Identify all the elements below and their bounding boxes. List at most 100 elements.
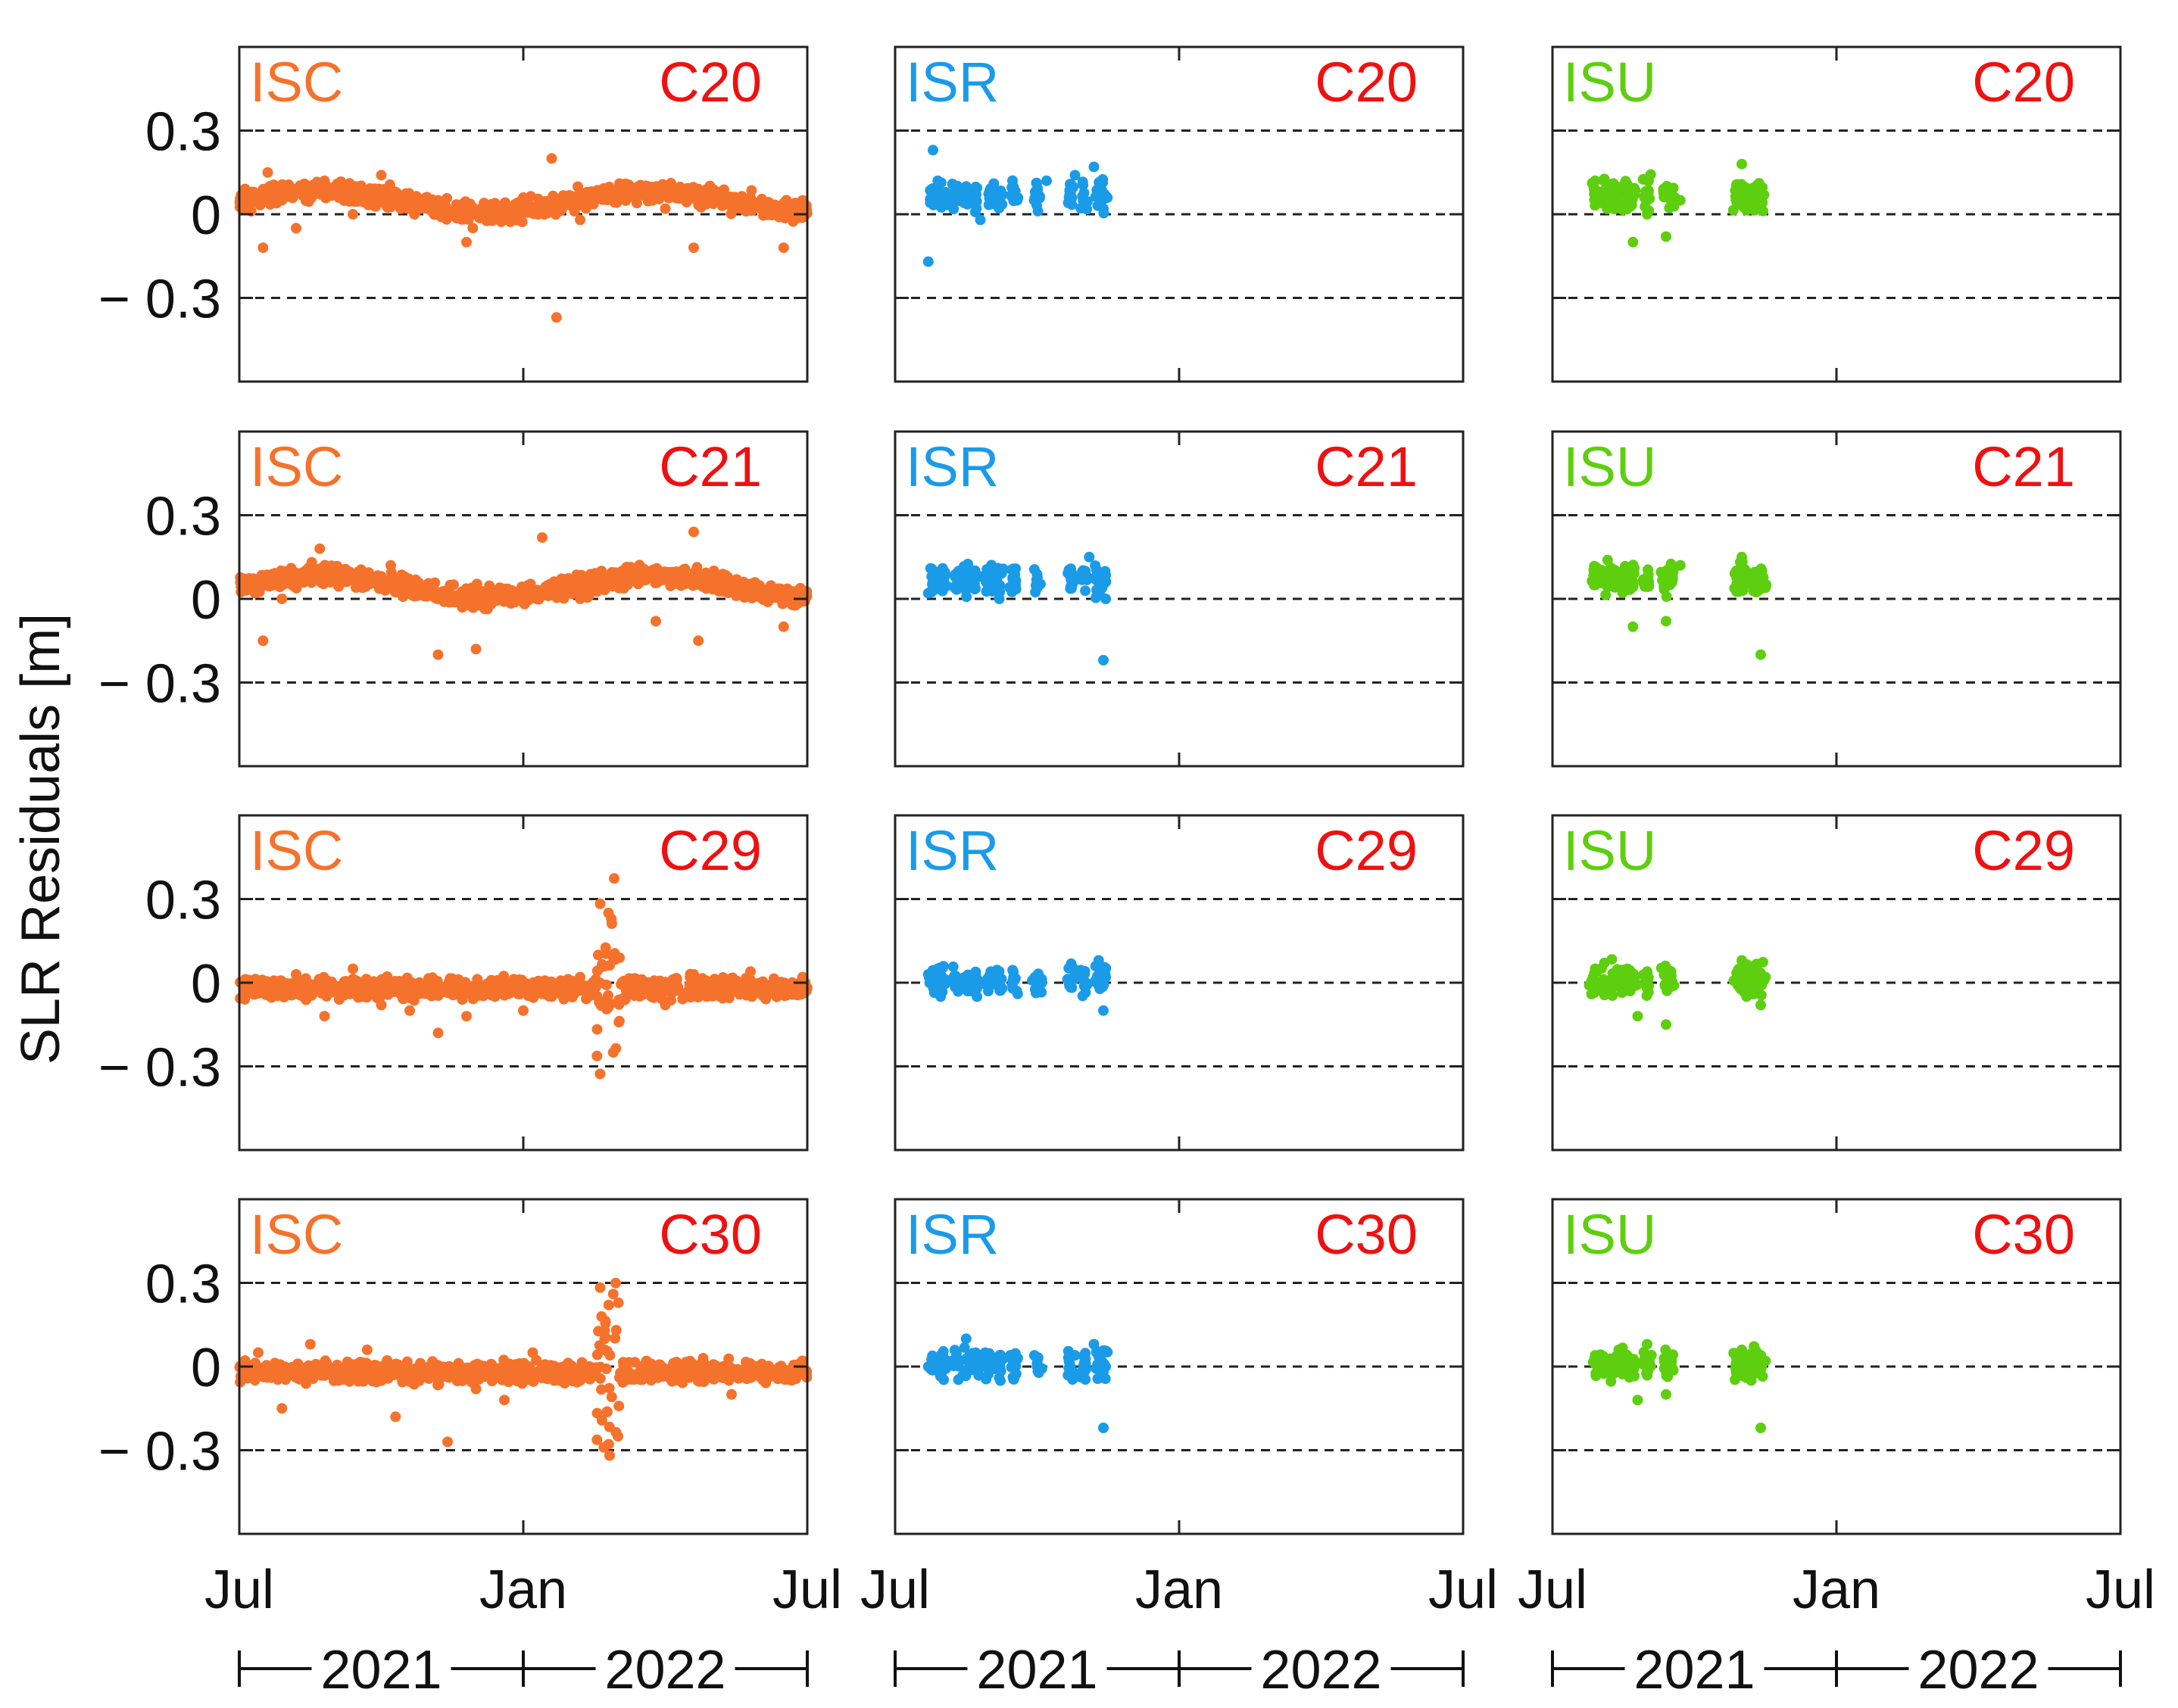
data-point bbox=[713, 1371, 725, 1382]
data-point bbox=[600, 1315, 611, 1326]
data-point bbox=[778, 584, 789, 595]
data-point bbox=[434, 207, 445, 218]
data-point bbox=[610, 1277, 621, 1289]
data-point bbox=[716, 200, 728, 211]
data-point bbox=[461, 236, 472, 248]
data-point bbox=[1010, 563, 1021, 575]
data-point bbox=[470, 644, 482, 655]
data-point bbox=[409, 209, 420, 220]
data-point bbox=[342, 1362, 353, 1373]
data-point bbox=[1007, 572, 1019, 584]
data-point bbox=[432, 1360, 443, 1370]
data-point bbox=[432, 1367, 444, 1379]
data-point bbox=[272, 577, 283, 588]
data-point bbox=[1736, 158, 1747, 170]
data-point bbox=[551, 312, 562, 323]
data-point bbox=[1666, 576, 1677, 588]
data-point bbox=[603, 192, 614, 203]
data-point bbox=[773, 983, 785, 994]
data-point bbox=[1632, 1011, 1643, 1022]
data-point bbox=[739, 584, 750, 596]
data-point bbox=[320, 559, 330, 571]
data-point bbox=[399, 988, 410, 999]
data-point bbox=[1066, 192, 1078, 204]
data-point bbox=[421, 591, 432, 602]
data-point bbox=[594, 1282, 606, 1293]
data-point bbox=[440, 595, 451, 606]
data-point bbox=[617, 192, 629, 203]
data-point bbox=[563, 573, 574, 584]
data-point bbox=[622, 579, 633, 591]
data-point bbox=[262, 167, 273, 178]
data-point bbox=[298, 577, 309, 588]
data-point bbox=[1746, 203, 1757, 214]
data-point bbox=[596, 962, 607, 972]
data-point bbox=[781, 990, 792, 1001]
panel-satellite-label: C29 bbox=[659, 819, 762, 882]
data-point bbox=[468, 595, 479, 606]
data-point bbox=[1665, 558, 1677, 569]
data-point bbox=[1032, 581, 1044, 593]
data-point bbox=[476, 586, 487, 597]
data-point bbox=[991, 574, 1003, 584]
panel-isr-c21: ISR C21 bbox=[894, 430, 1465, 768]
data-point bbox=[1746, 576, 1757, 588]
data-point bbox=[1598, 175, 1609, 186]
panel-isr-c20: ISR C20 bbox=[894, 45, 1465, 383]
data-point bbox=[922, 588, 934, 599]
y-tick-label: 0 bbox=[191, 185, 221, 246]
data-point bbox=[293, 186, 304, 198]
data-point bbox=[1626, 982, 1637, 993]
data-point bbox=[717, 972, 729, 983]
data-point bbox=[368, 1360, 379, 1371]
data-point bbox=[290, 1372, 301, 1383]
data-point bbox=[1590, 963, 1601, 974]
data-point bbox=[651, 616, 661, 627]
panel-satellite-label: C20 bbox=[659, 51, 762, 114]
data-point bbox=[379, 980, 390, 992]
data-point bbox=[760, 1377, 772, 1389]
data-point bbox=[652, 191, 663, 202]
data-point bbox=[601, 979, 612, 990]
panel-satellite-label: C29 bbox=[1315, 819, 1418, 882]
data-point bbox=[392, 575, 404, 586]
y-axis-label: SLR Residuals [m] bbox=[11, 613, 71, 1064]
data-point bbox=[385, 559, 396, 571]
data-point bbox=[591, 1349, 603, 1360]
data-point bbox=[678, 188, 689, 199]
data-point bbox=[1008, 966, 1019, 977]
data-point bbox=[1736, 551, 1747, 563]
data-point bbox=[546, 153, 557, 164]
data-point bbox=[632, 977, 642, 988]
data-point bbox=[1674, 195, 1686, 206]
panel-method-label: ISR bbox=[906, 819, 999, 882]
data-point bbox=[448, 579, 459, 591]
data-point bbox=[693, 635, 704, 647]
data-point bbox=[593, 1326, 604, 1337]
data-point bbox=[1587, 971, 1599, 983]
data-point bbox=[1643, 176, 1654, 187]
data-point bbox=[359, 977, 370, 989]
data-point bbox=[245, 186, 257, 198]
data-point bbox=[1643, 569, 1654, 580]
data-point bbox=[1609, 204, 1620, 215]
data-point bbox=[711, 981, 722, 992]
data-point bbox=[1009, 974, 1020, 986]
data-point bbox=[988, 178, 1000, 189]
data-point bbox=[432, 1027, 444, 1039]
data-point bbox=[600, 942, 611, 953]
data-point bbox=[457, 1375, 468, 1386]
data-point bbox=[1604, 192, 1615, 203]
data-point bbox=[775, 1360, 787, 1372]
data-point bbox=[671, 1357, 682, 1369]
data-point bbox=[257, 635, 269, 647]
data-point bbox=[711, 186, 722, 198]
data-point bbox=[1753, 178, 1765, 189]
data-point bbox=[641, 566, 653, 577]
data-point bbox=[390, 186, 401, 198]
data-point bbox=[1078, 187, 1090, 198]
data-point bbox=[500, 201, 510, 212]
data-point bbox=[613, 1015, 625, 1027]
